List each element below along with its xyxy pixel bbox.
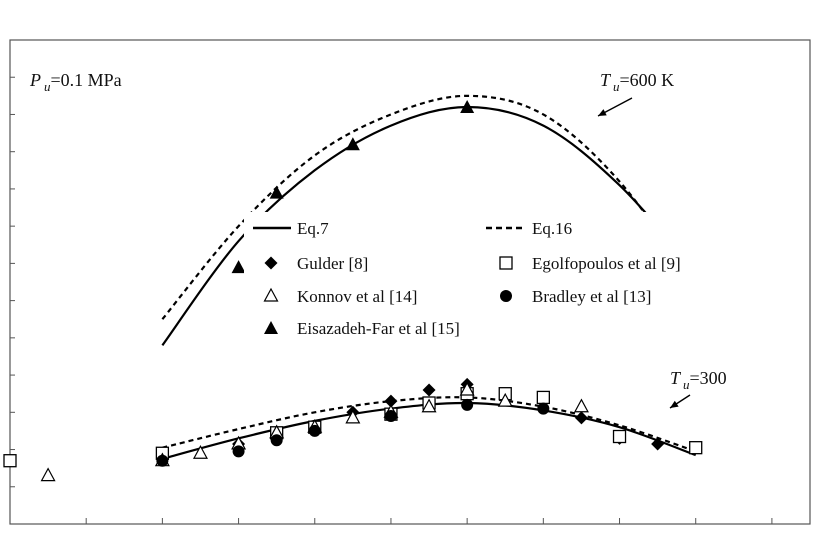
data-point-eisazadeh-far-et-al-15 xyxy=(269,185,284,199)
plot-frame xyxy=(9,39,811,525)
data-point-bradley-et-al-13 xyxy=(156,454,169,467)
data-point-bradley-et-al-13 xyxy=(270,434,283,447)
legend-symbol-eisazadeh-far-et-al-15 xyxy=(264,321,278,334)
data-point-konnov-et-al-14 xyxy=(192,445,208,459)
legend-label-eq-7: Eq.7 xyxy=(297,219,329,238)
data-point-gulder-8 xyxy=(422,383,436,397)
curve-eq7-0 xyxy=(161,105,697,346)
curve-eq16-1 xyxy=(161,94,697,320)
arrow-t600-head xyxy=(598,109,607,116)
data-point-eisazadeh-far-et-al-15 xyxy=(345,137,360,151)
data-point-konnov-et-al-14 xyxy=(497,392,513,407)
legend-symbol-egolfopoulos-et-al-9 xyxy=(499,256,513,270)
legend-label-egolfopoulos-et-al-9: Egolfopoulos et al [9] xyxy=(532,254,681,273)
legend-symbol-gulder-8 xyxy=(264,256,278,270)
data-point-konnov-et-al-14 xyxy=(421,398,437,413)
data-point-bradley-et-al-13 xyxy=(308,424,321,437)
data-point-egolfopoulos-et-al-9 xyxy=(536,390,550,405)
data-point-konnov-et-al-14 xyxy=(345,409,361,424)
data-point-egolfopoulos-et-al-9 xyxy=(612,429,627,444)
legend-label-eisazadeh-far-et-al-15: Eisazadeh-Far et al [15] xyxy=(297,319,460,338)
data-point-egolfopoulos-et-al-9 xyxy=(689,441,703,455)
arrow-t300-head xyxy=(670,400,679,408)
legend-label-eq-16: Eq.16 xyxy=(532,219,572,238)
data-point-konnov-et-al-14 xyxy=(573,398,589,413)
data-point-eisazadeh-far-et-al-15 xyxy=(231,260,246,274)
data-point-gulder-8 xyxy=(384,394,398,408)
data-point-eisazadeh-far-et-al-15 xyxy=(460,100,475,114)
legend-label-bradley-et-al-13: Bradley et al [13] xyxy=(532,287,651,306)
data-point-bradley-et-al-13 xyxy=(461,398,474,411)
legend-box xyxy=(244,212,716,344)
data-point-bradley-et-al-13 xyxy=(232,445,245,458)
data-point-bradley-et-al-13 xyxy=(384,410,397,423)
legend-label-konnov-et-al-14: Konnov et al [14] xyxy=(297,287,417,306)
data-point-gulder-8 xyxy=(651,437,665,451)
data-point-konnov-et-al-14 xyxy=(459,381,475,396)
data-point-konnov-et-al-14 xyxy=(40,467,56,482)
data-point-egolfopoulos-et-al-9 xyxy=(3,454,17,468)
data-point-gulder-8 xyxy=(574,411,588,425)
legend-label-gulder-8: Gulder [8] xyxy=(297,254,368,273)
legend-symbol-konnov-et-al-14 xyxy=(263,287,279,302)
legend-symbol-bradley-et-al-13 xyxy=(500,290,512,302)
data-point-bradley-et-al-13 xyxy=(537,402,550,415)
